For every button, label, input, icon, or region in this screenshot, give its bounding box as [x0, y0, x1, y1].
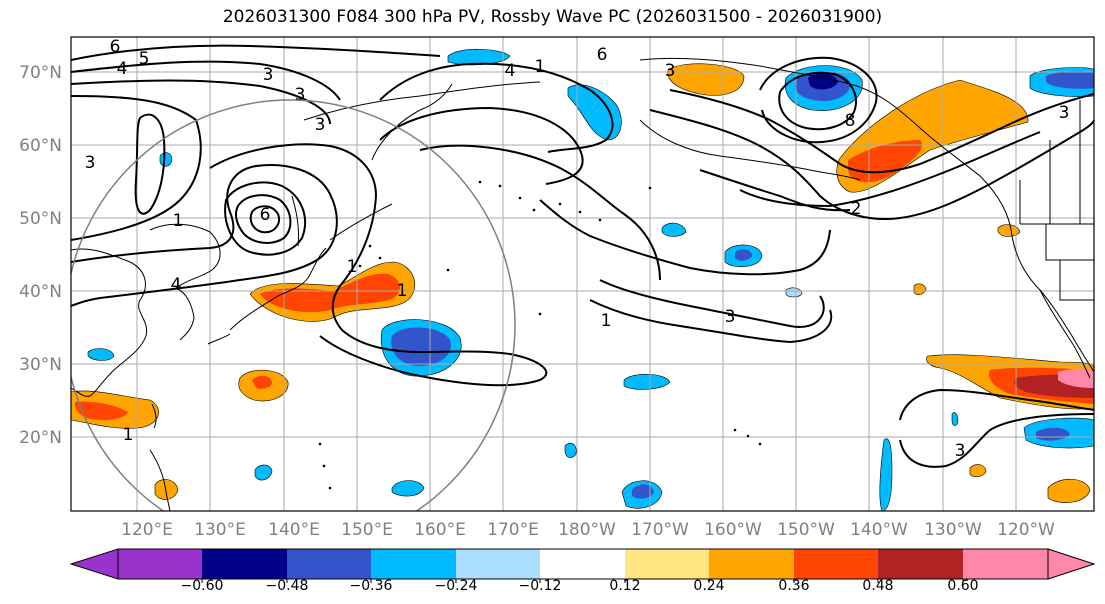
longitude-label: 180°W	[558, 520, 616, 540]
colorbar-tick-label: 0.36	[778, 578, 809, 594]
contour-label: 4	[505, 61, 516, 81]
island-dot	[532, 208, 536, 212]
contour-label: 3	[1059, 103, 1070, 123]
colorbar-swatch	[794, 549, 878, 579]
pv-contours	[71, 44, 1094, 468]
latitude-label: 40°N	[19, 282, 62, 302]
contour-label: 3	[263, 65, 274, 85]
longitude-label: 170°W	[631, 520, 689, 540]
longitude-label: 130°E	[194, 520, 246, 540]
contour-label: 6	[260, 205, 271, 225]
island-dot	[598, 218, 602, 222]
contour-label: 3	[725, 307, 736, 327]
contour-label: 5	[139, 49, 150, 69]
island-dot	[758, 442, 762, 446]
longitude-label: 130°W	[924, 520, 982, 540]
island-dot	[746, 434, 750, 438]
island-dot	[478, 180, 482, 184]
colorbar-swatch	[202, 549, 287, 579]
anomaly-shading	[71, 48, 1094, 511]
colorbar-swatch	[287, 549, 371, 579]
colorbar-extension-low	[69, 548, 119, 580]
island-dot	[328, 486, 332, 490]
colorbar-swatch	[963, 549, 1048, 579]
longitude-label: 140°E	[268, 520, 320, 540]
colorbar-tick-label: −0.36	[350, 578, 393, 594]
contour-label: 6	[110, 37, 121, 57]
latitude-label: 30°N	[19, 355, 62, 375]
contour-label: 1	[535, 57, 546, 77]
island-dot	[518, 196, 522, 200]
island-dot	[648, 186, 652, 190]
island-dot	[558, 202, 562, 206]
colorbar-tick-label: 0.48	[862, 578, 893, 594]
colorbar-frame	[117, 548, 1049, 580]
map-title: 2026031300 F084 300 hPa PV, Rossby Wave …	[222, 7, 883, 27]
island-dots	[318, 180, 762, 490]
contour-label: 3	[295, 85, 306, 105]
contour-label: 8	[845, 111, 856, 131]
latitude-labels: 70°N 60°N 50°N 40°N 30°N 20°N	[19, 63, 62, 448]
island-dot	[733, 428, 737, 432]
contour-label: 1	[123, 425, 134, 445]
longitude-label: 150°E	[341, 520, 393, 540]
contour-label: 3	[665, 61, 676, 81]
colorbar-tick-label: 0.60	[947, 578, 978, 594]
island-dot	[322, 464, 326, 468]
contour-label: 1	[347, 257, 358, 277]
longitude-label: 160°W	[704, 520, 762, 540]
contour-label: 1	[601, 311, 612, 331]
map-frame	[70, 36, 1095, 512]
colorbar-tick-label: −0.48	[266, 578, 309, 594]
contour-label: 6	[597, 45, 608, 65]
colorbar-tick-label: −0.12	[519, 578, 562, 594]
island-dot	[318, 442, 322, 446]
contour-label: 3	[85, 153, 96, 173]
longitude-label: 140°W	[850, 520, 908, 540]
contour-label: 1	[173, 211, 184, 231]
colorbar-tick-label: 0.12	[609, 578, 640, 594]
longitude-label: 120°W	[997, 520, 1055, 540]
colorbar: −0.60 −0.48 −0.36 −0.24 −0.12 0.12 0.24 0.36 0.4…	[69, 548, 1096, 594]
latitude-label: 50°N	[19, 209, 62, 229]
colorbar-tick-label: 0.24	[693, 578, 724, 594]
contour-label: 3	[315, 115, 326, 135]
colorbar-extension-high	[1047, 548, 1096, 580]
island-dot	[498, 184, 502, 188]
latitude-label: 20°N	[19, 428, 62, 448]
colorbar-swatch	[625, 549, 709, 579]
longitude-label: 120°E	[121, 520, 173, 540]
latitude-label: 60°N	[19, 136, 62, 156]
colorbar-swatch	[371, 549, 456, 579]
region-circle	[71, 99, 516, 511]
contour-label: 2	[851, 199, 862, 219]
colorbar-swatch	[709, 549, 794, 579]
island-dot	[368, 244, 372, 248]
colorbar-swatch	[456, 549, 540, 579]
contour-label: 4	[171, 275, 182, 295]
graticule	[71, 37, 1094, 511]
colorbar-tick-label: −0.60	[181, 578, 224, 594]
island-dot	[538, 312, 542, 316]
colorbar-swatch	[118, 549, 202, 579]
longitude-label: 170°E	[487, 520, 539, 540]
colorbar-tick-label: −0.24	[435, 578, 478, 594]
latitude-label: 70°N	[19, 63, 62, 83]
island-dot	[378, 256, 382, 260]
contour-label: 4	[117, 59, 128, 79]
island-dot	[358, 264, 362, 268]
longitude-label: 150°W	[777, 520, 835, 540]
colorbar-swatch	[878, 549, 963, 579]
coastlines	[71, 57, 1094, 511]
colorbar-swatch	[540, 549, 625, 579]
contour-label: 3	[955, 441, 966, 461]
longitude-label: 160°E	[414, 520, 466, 540]
contour-label: 1	[397, 281, 408, 301]
longitude-labels: 120°E 130°E 140°E 150°E 160°E 170°E 180°W 170°W…	[121, 520, 1055, 540]
island-dot	[446, 268, 450, 272]
island-dot	[578, 210, 582, 214]
